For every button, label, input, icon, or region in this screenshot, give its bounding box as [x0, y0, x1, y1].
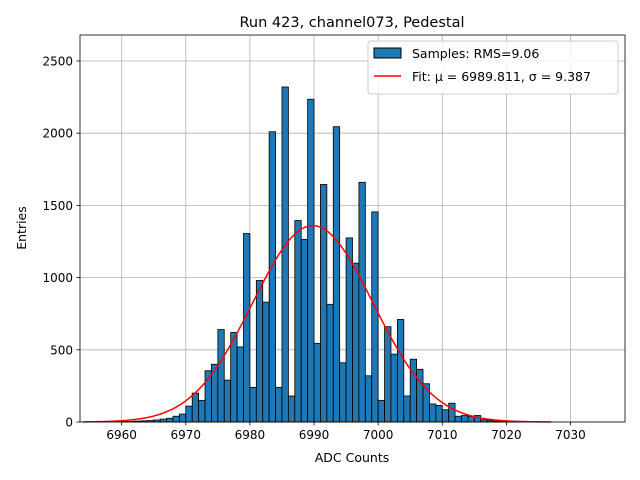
- histogram-bar: [461, 415, 469, 423]
- histogram-bar: [326, 303, 334, 423]
- histogram-bar: [166, 417, 174, 423]
- histogram-bar: [384, 326, 392, 423]
- x-tick-label: 7020: [491, 428, 522, 442]
- x-tick-label: 7010: [427, 428, 458, 442]
- legend: Samples: RMS=9.06 Fit: μ = 6989.811, σ =…: [367, 40, 619, 95]
- histogram-bar: [294, 220, 302, 423]
- histogram-bar: [352, 262, 360, 423]
- histogram-bar: [236, 346, 244, 423]
- chart-title: Run 423, channel073, Pedestal: [239, 15, 464, 31]
- histogram-bar: [287, 395, 296, 423]
- histogram-bar: [371, 211, 379, 423]
- histogram-bar: [313, 342, 321, 423]
- y-tick-label: 2500: [42, 54, 73, 68]
- fit-curve: [83, 224, 552, 423]
- histogram-bar: [467, 416, 475, 423]
- histogram-bar: [243, 233, 251, 423]
- x-axis-ticks: 6960 6970 6980 6990 7000 7010 7020 7030: [106, 422, 586, 442]
- histogram-bar: [262, 301, 270, 423]
- x-tick-label: 6980: [235, 428, 266, 442]
- legend-box: [367, 40, 619, 95]
- histogram-bar: [441, 409, 450, 423]
- axes-frame: [79, 34, 626, 423]
- histogram-bar: [448, 402, 456, 423]
- y-tick-label: 500: [50, 343, 73, 357]
- y-tick-label: 2000: [42, 127, 73, 141]
- histogram-bar: [300, 238, 309, 423]
- x-tick-label: 6960: [106, 428, 137, 442]
- histogram-bar: [172, 415, 180, 423]
- histogram-bar: [332, 126, 341, 423]
- histogram-bar: [358, 181, 366, 423]
- histogram-bar: [191, 392, 200, 423]
- x-tick-label: 7030: [555, 428, 586, 442]
- histogram-bar: [416, 368, 424, 423]
- histogram-bar: [390, 353, 398, 423]
- histogram-bar: [159, 418, 167, 423]
- histogram-bar: [217, 329, 225, 423]
- legend-label-fit: Fit: μ = 6989.811, σ = 9.387: [412, 69, 591, 84]
- histogram-bar: [230, 332, 238, 423]
- histogram-bar: [454, 415, 462, 423]
- histogram-bar: [377, 399, 385, 423]
- histogram-bar: [281, 86, 289, 423]
- histogram-bar: [255, 280, 264, 423]
- histogram-bar: [396, 319, 405, 423]
- legend-swatch-samples: [373, 47, 402, 59]
- histogram-bar: [275, 386, 283, 423]
- histogram-bar: [185, 405, 193, 423]
- legend-label-samples: Samples: RMS=9.06: [412, 46, 539, 61]
- histogram-bar: [307, 98, 315, 423]
- histogram-bar: [339, 362, 347, 423]
- y-axis-ticks: 0 500 1000 1500 2000 2500: [42, 54, 80, 430]
- histogram-bar: [320, 184, 328, 423]
- x-tick-label: 6970: [171, 428, 202, 442]
- histogram-bar: [198, 399, 206, 423]
- histogram-bar: [345, 237, 353, 423]
- x-tick-label: 6990: [299, 428, 330, 442]
- y-tick-label: 1500: [42, 199, 73, 213]
- histogram-bar: [409, 358, 418, 423]
- histogram-bar: [435, 404, 443, 423]
- y-axis-label: Entries: [14, 206, 29, 250]
- histogram-bar: [403, 395, 411, 423]
- histogram-bar: [429, 403, 437, 423]
- histogram-bar: [178, 413, 187, 423]
- y-tick-label: 1000: [42, 271, 73, 285]
- histogram-bar: [268, 131, 276, 423]
- histogram-bar: [364, 375, 373, 423]
- histogram-bar: [223, 379, 232, 423]
- histogram-bar: [249, 386, 257, 423]
- x-axis-label: ADC Counts: [315, 450, 390, 465]
- y-tick-label: 0: [65, 416, 73, 430]
- x-tick-label: 7000: [363, 428, 394, 442]
